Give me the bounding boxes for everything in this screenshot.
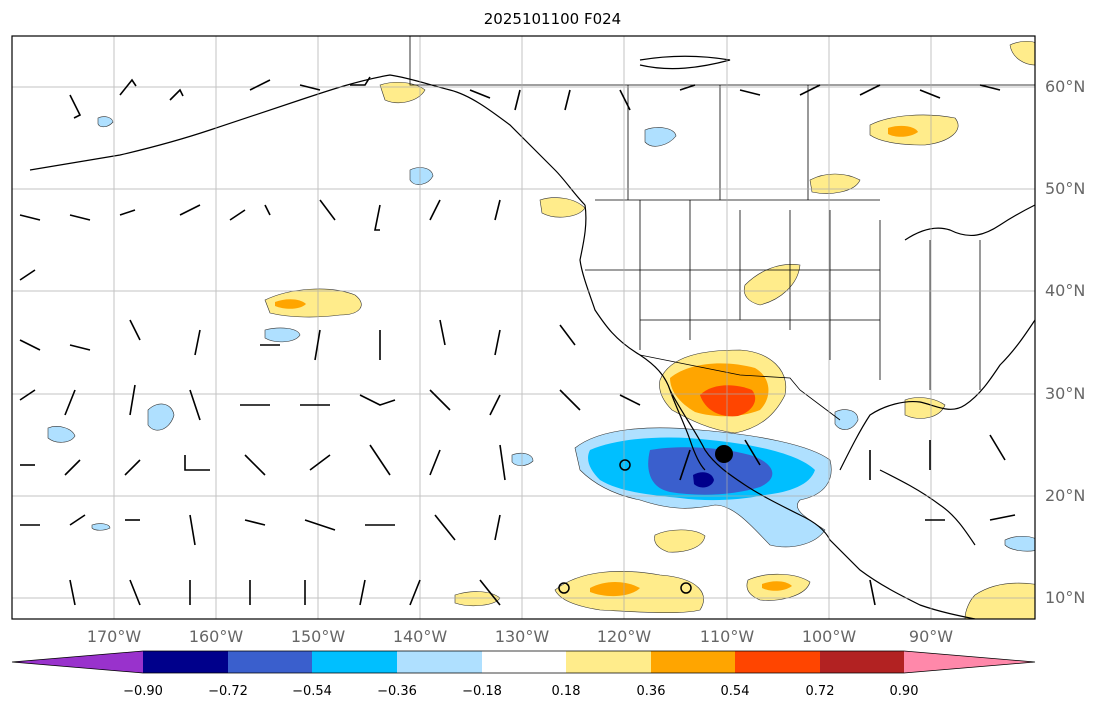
lon-label-130w: 130°W — [494, 627, 550, 646]
colorbar-tick: 0.72 — [805, 684, 835, 699]
storm-markers — [558, 445, 733, 594]
open-circle-marker — [680, 582, 692, 594]
negative-anomaly-small-1 — [97, 116, 114, 128]
open-circle-marker — [619, 459, 631, 471]
negative-anomaly-gulf — [834, 409, 859, 430]
positive-anomaly-westcoast — [539, 197, 586, 218]
lon-label-150w: 150°W — [290, 627, 346, 646]
positive-anomaly-pacific-core — [275, 299, 306, 309]
anomaly-shading — [47, 40, 1035, 619]
lat-label-20n: 20°N — [1045, 486, 1086, 505]
colorbar-extend-low — [12, 651, 143, 673]
positive-anomaly-tropic-3 — [654, 529, 706, 553]
colorbar-extend-high — [904, 651, 1035, 673]
lon-label-120w: 120°W — [596, 627, 652, 646]
lon-label-90w: 90°W — [908, 627, 954, 646]
colorbar — [11, 650, 1036, 674]
colorbar-tick: 0.36 — [636, 684, 666, 699]
positive-anomaly-pacific — [264, 288, 362, 318]
colorbar-tick: −0.54 — [292, 684, 332, 699]
colorbar-tick: 0.18 — [551, 684, 581, 699]
lat-label-10n: 10°N — [1045, 588, 1086, 607]
positive-anomaly-plains — [743, 264, 801, 306]
lat-label-30n: 30°N — [1045, 384, 1086, 403]
negative-anomaly-atl — [1004, 535, 1035, 552]
negative-anomaly-pacific-1 — [47, 426, 76, 443]
gridlines — [12, 36, 1035, 619]
lat-label-50n: 50°N — [1045, 179, 1086, 198]
lon-label-170w: 170°W — [86, 627, 142, 646]
negative-anomaly-pacific-4 — [409, 167, 434, 185]
lat-label-40n: 40°N — [1045, 281, 1086, 300]
lon-label-110w: 110°W — [699, 627, 755, 646]
positive-anomaly-tropic-1-core — [590, 582, 640, 597]
colorbar-tick: −0.90 — [123, 684, 163, 699]
negative-anomaly-pacific-2 — [147, 403, 175, 431]
colorbar-tick: −0.18 — [462, 684, 502, 699]
positive-anomaly-gulf — [904, 397, 946, 419]
map-border — [11, 35, 1036, 620]
negative-anomaly-pacific-3 — [264, 327, 301, 343]
lon-label-100w: 100°W — [801, 627, 857, 646]
lat-label-60n: 60°N — [1045, 77, 1086, 96]
positive-anomaly-mexico-strong — [700, 385, 756, 417]
map-title: 2025101100 F024 — [483, 10, 622, 28]
negative-anomaly-max — [693, 472, 714, 488]
positive-anomaly-canada-2 — [809, 173, 861, 194]
wind-barbs — [19, 76, 1016, 606]
positive-anomaly-se-1 — [964, 582, 1035, 619]
positive-anomaly-tropic-2-core — [762, 581, 792, 591]
positive-anomaly-tropic-4 — [454, 591, 501, 607]
positive-anomaly-canada-core — [888, 125, 918, 137]
colorbar-tick: −0.36 — [377, 684, 417, 699]
lon-label-160w: 160°W — [188, 627, 244, 646]
political-borders — [409, 36, 1035, 421]
colorbar-tick: 0.90 — [889, 684, 919, 699]
lon-label-140w: 140°W — [392, 627, 448, 646]
colorbar-tick: 0.54 — [720, 684, 750, 699]
negative-anomaly-canada — [644, 127, 677, 147]
storm-center-marker — [715, 445, 733, 463]
colorbar-tick: −0.72 — [208, 684, 248, 699]
open-circle-marker — [558, 582, 570, 594]
negative-anomaly-small-2 — [91, 523, 111, 531]
positive-anomaly-northeast — [1009, 40, 1035, 66]
